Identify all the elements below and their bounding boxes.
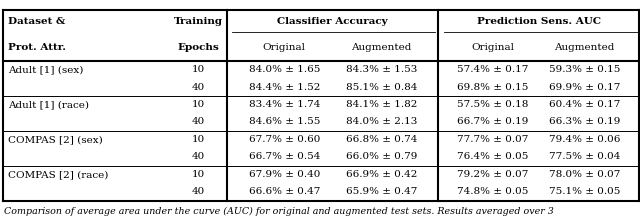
- Text: Classifier Accuracy: Classifier Accuracy: [278, 17, 388, 26]
- Text: 57.4% ± 0.17: 57.4% ± 0.17: [457, 65, 528, 74]
- Text: 10: 10: [192, 170, 205, 179]
- Text: Original: Original: [471, 43, 514, 52]
- Text: 66.3% ± 0.19: 66.3% ± 0.19: [549, 117, 620, 127]
- Text: 60.4% ± 0.17: 60.4% ± 0.17: [549, 100, 620, 109]
- Text: 66.7% ± 0.19: 66.7% ± 0.19: [457, 117, 528, 127]
- Text: Augmented: Augmented: [554, 43, 615, 52]
- Text: 59.3% ± 0.15: 59.3% ± 0.15: [549, 65, 620, 74]
- Text: COMPAS [2] (race): COMPAS [2] (race): [8, 170, 109, 179]
- Text: Adult [1] (race): Adult [1] (race): [8, 100, 90, 109]
- Text: 69.9% ± 0.17: 69.9% ± 0.17: [549, 82, 620, 92]
- Text: 57.5% ± 0.18: 57.5% ± 0.18: [457, 100, 528, 109]
- Text: 84.0% ± 2.13: 84.0% ± 2.13: [346, 117, 417, 127]
- Text: 77.5% ± 0.04: 77.5% ± 0.04: [549, 153, 620, 161]
- Text: 79.4% ± 0.06: 79.4% ± 0.06: [549, 135, 620, 144]
- Text: 66.0% ± 0.79: 66.0% ± 0.79: [346, 153, 417, 161]
- Text: 40: 40: [192, 82, 205, 92]
- Text: 84.0% ± 1.65: 84.0% ± 1.65: [248, 65, 320, 74]
- Text: 65.9% ± 0.47: 65.9% ± 0.47: [346, 187, 417, 196]
- Text: 85.1% ± 0.84: 85.1% ± 0.84: [346, 82, 417, 92]
- Text: Adult [1] (sex): Adult [1] (sex): [8, 65, 84, 74]
- Text: 76.4% ± 0.05: 76.4% ± 0.05: [457, 153, 528, 161]
- Text: 67.7% ± 0.60: 67.7% ± 0.60: [248, 135, 320, 144]
- Text: 69.8% ± 0.15: 69.8% ± 0.15: [457, 82, 528, 92]
- Text: 77.7% ± 0.07: 77.7% ± 0.07: [457, 135, 528, 144]
- Text: Epochs: Epochs: [177, 43, 220, 52]
- Text: 84.6% ± 1.55: 84.6% ± 1.55: [248, 117, 320, 127]
- Text: 67.9% ± 0.40: 67.9% ± 0.40: [248, 170, 320, 179]
- Text: 75.1% ± 0.05: 75.1% ± 0.05: [549, 187, 620, 196]
- Text: Original: Original: [263, 43, 306, 52]
- Text: 40: 40: [192, 117, 205, 127]
- Text: Prediction Sens. AUC: Prediction Sens. AUC: [477, 17, 600, 26]
- Text: 10: 10: [192, 135, 205, 144]
- Text: 84.3% ± 1.53: 84.3% ± 1.53: [346, 65, 417, 74]
- Text: Dataset &: Dataset &: [8, 17, 66, 26]
- Text: 66.9% ± 0.42: 66.9% ± 0.42: [346, 170, 417, 179]
- Text: Prot. Attr.: Prot. Attr.: [8, 43, 67, 52]
- Text: Augmented: Augmented: [351, 43, 412, 52]
- Text: 84.4% ± 1.52: 84.4% ± 1.52: [248, 82, 320, 92]
- Text: 66.6% ± 0.47: 66.6% ± 0.47: [248, 187, 320, 196]
- Text: 83.4% ± 1.74: 83.4% ± 1.74: [248, 100, 320, 109]
- Text: 10: 10: [192, 65, 205, 74]
- Text: 78.0% ± 0.07: 78.0% ± 0.07: [549, 170, 620, 179]
- Text: 79.2% ± 0.07: 79.2% ± 0.07: [457, 170, 528, 179]
- Text: Comparison of average area under the curve (AUC) for original and augmented test: Comparison of average area under the cur…: [4, 207, 554, 216]
- Text: 40: 40: [192, 187, 205, 196]
- Text: 66.8% ± 0.74: 66.8% ± 0.74: [346, 135, 417, 144]
- Text: 40: 40: [192, 153, 205, 161]
- Text: 74.8% ± 0.05: 74.8% ± 0.05: [457, 187, 528, 196]
- Text: 84.1% ± 1.82: 84.1% ± 1.82: [346, 100, 417, 109]
- Text: Training: Training: [174, 17, 223, 26]
- Text: 10: 10: [192, 100, 205, 109]
- Text: COMPAS [2] (sex): COMPAS [2] (sex): [8, 135, 103, 144]
- Text: 66.7% ± 0.54: 66.7% ± 0.54: [248, 153, 320, 161]
